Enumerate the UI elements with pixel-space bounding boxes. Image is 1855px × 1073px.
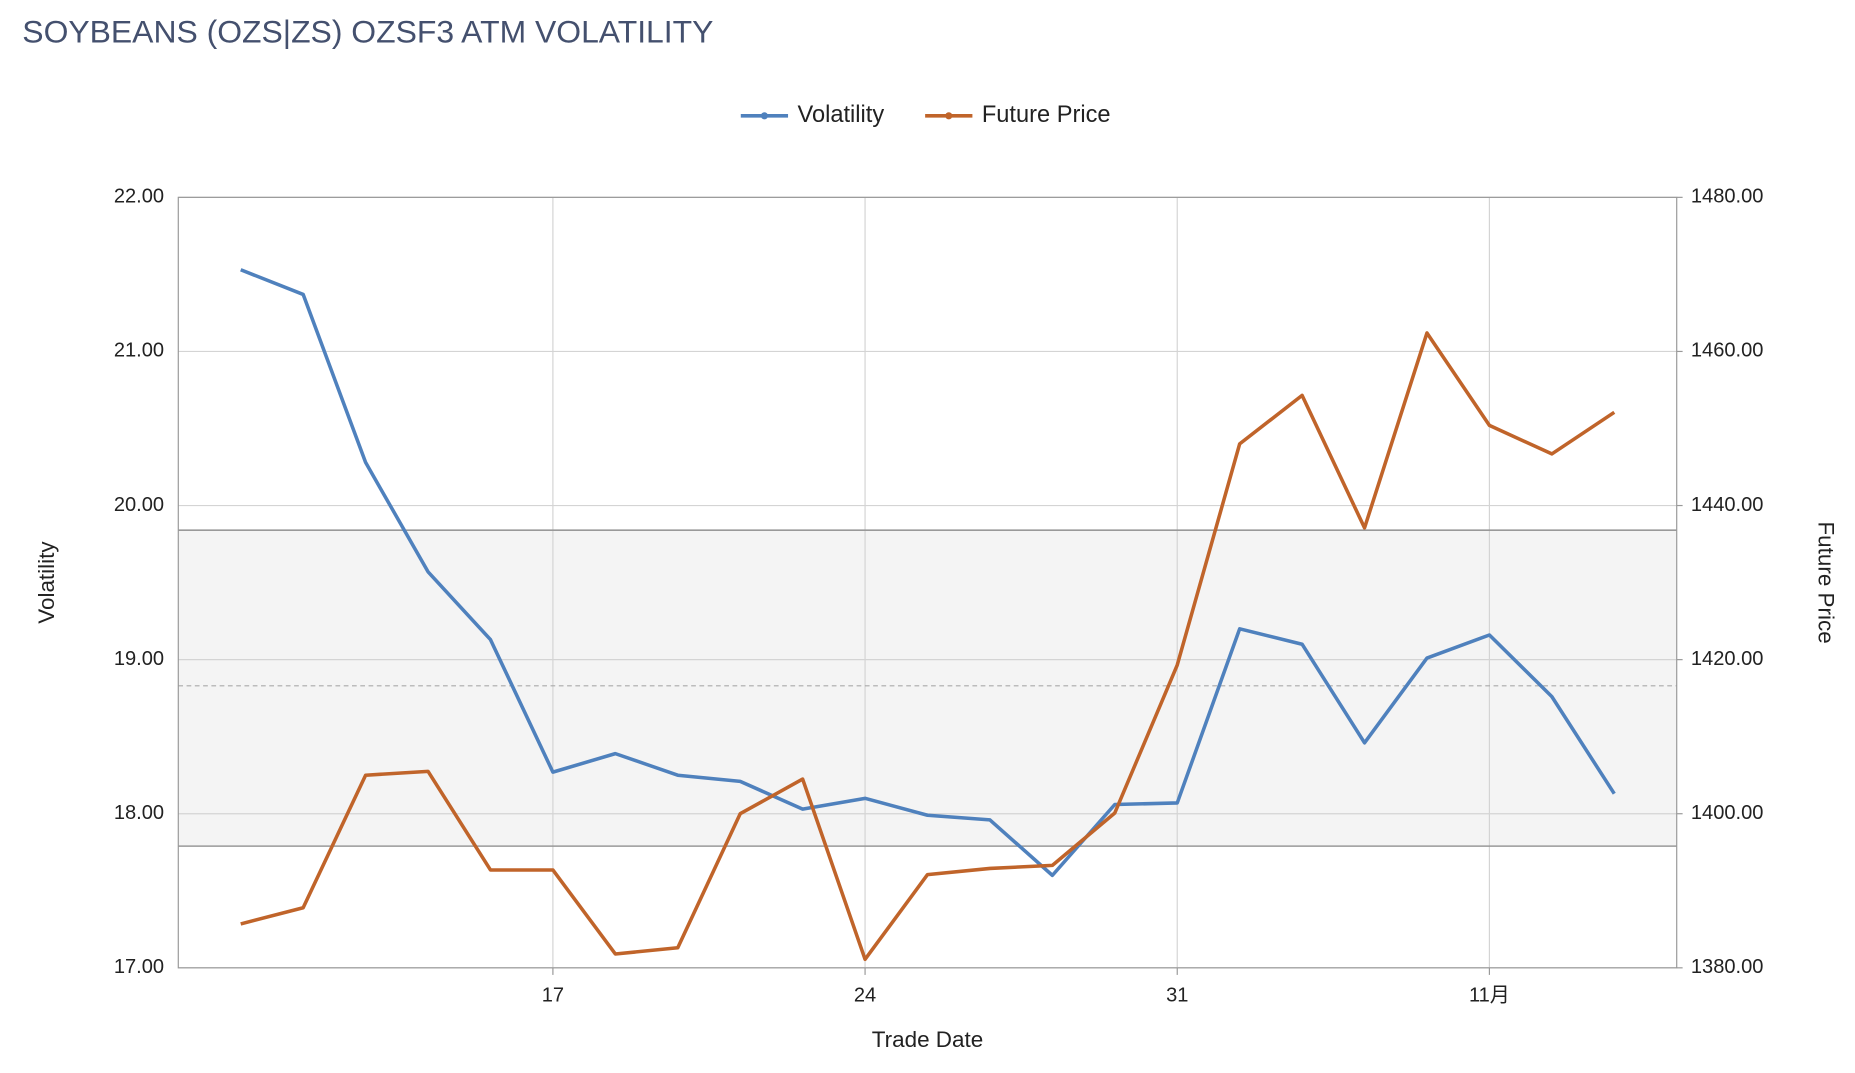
chart-title: SOYBEANS (OZS|ZS) OZSF3 ATM VOLATILITY — [22, 14, 713, 50]
y2-tick-label: 1440.00 — [1691, 494, 1764, 516]
y2-axis-label: Future Price — [1813, 521, 1838, 643]
y-tick-label: 22.00 — [114, 186, 164, 208]
x-tick-label: 17 — [542, 984, 564, 1006]
x-tick-label: 31 — [1166, 984, 1188, 1006]
y-tick-label: 20.00 — [114, 494, 164, 516]
range-band — [178, 530, 1677, 847]
x-tick-label: 11月 — [1469, 984, 1510, 1006]
y-tick-label: 21.00 — [114, 340, 164, 362]
y2-tick-label: 1400.00 — [1691, 802, 1764, 824]
y-tick-label: 17.00 — [114, 956, 164, 978]
plot-frame — [177, 196, 1678, 969]
y2-tick-label: 1380.00 — [1691, 956, 1764, 978]
y-tick-label: 19.00 — [114, 648, 164, 670]
x-tick-label: 24 — [854, 984, 876, 1006]
legend-label: Future Price — [982, 102, 1111, 128]
legend-label: Volatility — [798, 102, 885, 128]
series-line — [240, 268, 1616, 878]
series-line — [240, 331, 1616, 962]
y-axis-label: Volatility — [34, 541, 59, 624]
y-tick-label: 18.00 — [114, 802, 164, 824]
legend-marker — [945, 112, 953, 120]
legend-marker — [760, 112, 768, 120]
x-axis-label: Trade Date — [872, 1027, 983, 1052]
y2-tick-label: 1420.00 — [1691, 648, 1764, 670]
y2-tick-label: 1460.00 — [1691, 340, 1764, 362]
y2-tick-label: 1480.00 — [1691, 186, 1764, 208]
